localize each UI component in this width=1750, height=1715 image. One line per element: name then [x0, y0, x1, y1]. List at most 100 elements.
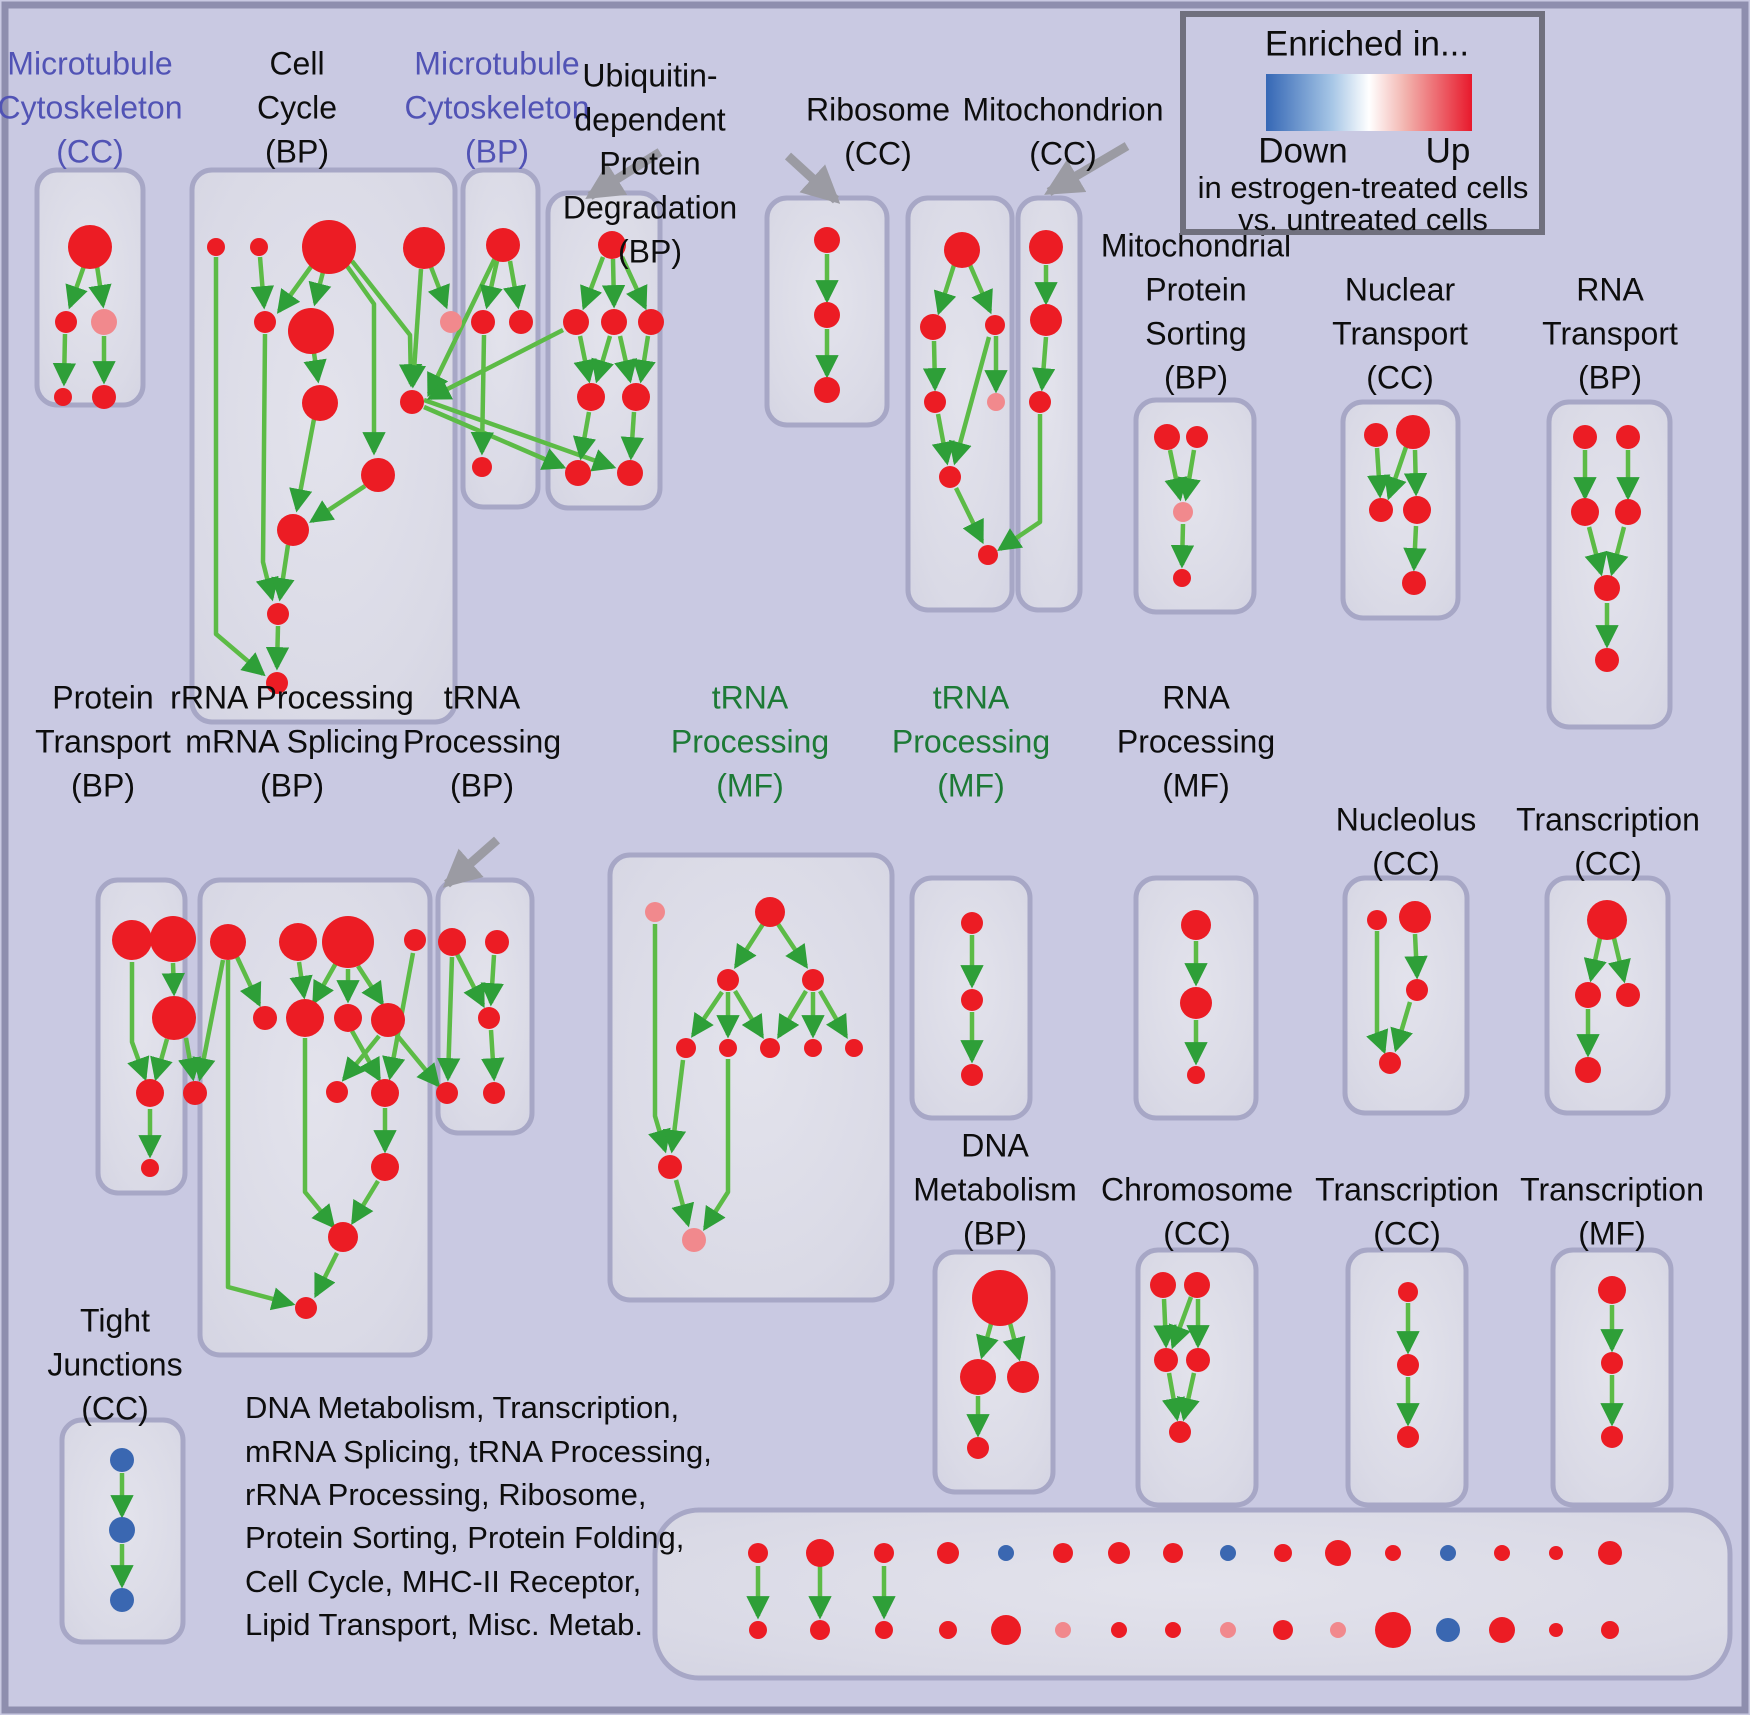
go-term-node — [1494, 1545, 1510, 1561]
go-term-node — [1598, 1276, 1626, 1304]
go-term-node — [814, 227, 840, 253]
rna-processing-mf-label: RNA — [1162, 679, 1230, 715]
go-term-node — [961, 989, 983, 1011]
nuclear-transport-cc-edge-arrow — [1403, 525, 1427, 572]
ubiquitin-degradation-bp-1-label: Ubiquitin- — [582, 57, 717, 93]
go-term-node — [400, 390, 424, 414]
trna-processing-mf-large-edge-arrow — [818, 989, 848, 1040]
cell-cycle-bp-label: Cell — [269, 45, 324, 81]
summary-note-line: DNA Metabolism, Transcription, — [245, 1390, 679, 1425]
go-term-node — [109, 1517, 135, 1543]
microtubule-cytoskeleton-cc-box — [34, 167, 146, 408]
go-term-node — [1007, 1361, 1039, 1393]
go-term-node — [1029, 391, 1051, 413]
protein-transport-bp-label: Transport — [35, 723, 171, 759]
go-term-node — [1165, 1622, 1181, 1638]
trna-processing-mf-large-box — [607, 852, 895, 1303]
mitochondrial-protein-sorting-bp-box — [1133, 397, 1257, 615]
trna-processing-mf-large-label: tRNA — [712, 679, 789, 715]
nucleolus-cc-label: Nucleolus — [1336, 801, 1477, 837]
go-term-node — [810, 1620, 830, 1640]
go-term-node — [1616, 425, 1640, 449]
rna-transport-bp-label: (BP) — [1578, 359, 1642, 395]
cell-cycle-bp-edge-arrow — [250, 256, 275, 310]
legend-up-label: Up — [1426, 131, 1471, 170]
summary-note-line: rRNA Processing, Ribosome, — [245, 1477, 646, 1512]
nuclear-transport-cc-edge-arrow — [1367, 447, 1391, 499]
ubiquitin-degradation-bp-1-label: (BP) — [618, 233, 682, 269]
go-term-node — [1587, 900, 1627, 940]
go-term-node — [985, 315, 1005, 335]
tight-junctions-cc-label: Tight — [80, 1302, 150, 1338]
cell-cycle-bp-edge-arrow — [271, 544, 295, 602]
rna-transport-bp-edge-arrow — [1605, 526, 1629, 577]
go-term-node — [295, 1297, 317, 1319]
transcription-mf-label: (MF) — [1578, 1215, 1646, 1251]
chromosome-cc-edge-arrow — [1161, 1372, 1186, 1422]
go-term-node — [483, 1082, 505, 1104]
go-term-node — [755, 897, 785, 927]
protein-transport-bp-edge-arrow — [150, 1038, 173, 1082]
go-term-node — [1575, 1057, 1601, 1083]
go-term-node — [682, 1228, 706, 1252]
go-term-node — [577, 383, 605, 411]
go-term-node — [1594, 575, 1620, 601]
go-term-node — [91, 309, 117, 335]
trna-processing-mf-large-edge-arrow — [691, 990, 724, 1038]
ubiquitin-to-right-box-icon — [784, 152, 841, 204]
go-term-node — [1029, 230, 1063, 264]
trna-processing-mf-small-label: (MF) — [937, 767, 1005, 803]
go-term-node — [1398, 1282, 1418, 1302]
nuclear-transport-cc-label: Nuclear — [1345, 271, 1456, 307]
go-term-node — [1601, 1352, 1623, 1374]
go-term-node — [1397, 1354, 1419, 1376]
go-term-node — [436, 1082, 458, 1104]
cell-cycle-bp-edge-arrow — [309, 484, 367, 523]
go-term-node — [875, 1621, 893, 1639]
ribosome-cc-label: (CC) — [844, 135, 912, 171]
ubiquitin-degradation-bp-1-edge-arrow — [614, 335, 638, 384]
cell-cycle-bp-edge-arrow — [303, 352, 327, 384]
go-term-node — [1489, 1617, 1515, 1643]
cell-cycle-bp-edge-arrow — [289, 418, 317, 513]
go-term-node — [1402, 571, 1426, 595]
go-term-node — [972, 1270, 1028, 1326]
go-term-node — [1440, 1545, 1456, 1561]
go-term-node — [328, 1222, 358, 1252]
rrna-processing-mrna-splicing-bp-edge-arrow — [312, 961, 338, 1006]
transcription-cc-row2-label: Transcription — [1516, 801, 1700, 837]
protein-transport-bp-edge-arrow — [178, 1037, 202, 1082]
rrna-processing-mrna-splicing-bp-edge-arrow — [351, 1179, 380, 1225]
ubiquitin-to-left-box-icon — [585, 148, 663, 200]
go-term-node — [598, 231, 626, 259]
mitochondrion-cc-edge-arrow — [997, 414, 1043, 551]
ribosome-cc-edge-arrow — [933, 264, 957, 316]
go-term-node — [676, 1038, 696, 1058]
tight-junctions-cc-label: (CC) — [81, 1390, 149, 1426]
go-term-node — [68, 225, 112, 269]
trna-processing-bp-label: (BP) — [450, 767, 514, 803]
go-term-node — [141, 1159, 159, 1177]
rrna-processing-mrna-splicing-bp-edge-arrow — [302, 1038, 336, 1229]
go-term-node — [1385, 1545, 1401, 1561]
legend-subtitle-2: vs. untreated cells — [1238, 202, 1488, 237]
go-term-node — [486, 228, 520, 262]
go-term-node — [403, 227, 445, 269]
transcription-cc-row2-label: (CC) — [1574, 845, 1642, 881]
go-term-node — [55, 311, 77, 333]
go-term-node — [371, 1003, 405, 1037]
go-term-node — [645, 902, 665, 922]
go-term-node — [288, 308, 334, 354]
ubiquitin-degradation-bp-1-edge-arrow — [619, 256, 648, 311]
nuclear-transport-cc-label: (CC) — [1366, 359, 1434, 395]
go-term-node — [719, 1039, 737, 1057]
nuclear-transport-cc-box — [1340, 399, 1461, 621]
go-term-node — [509, 310, 533, 334]
microtubule-cytoskeleton-bp-label: Cytoskeleton — [405, 89, 590, 125]
go-term-node — [279, 923, 317, 961]
go-term-node — [371, 1079, 399, 1107]
go-term-node — [1220, 1622, 1236, 1638]
go-term-node — [404, 929, 426, 951]
microtubule-cytoskeleton-bp-label: (BP) — [465, 133, 529, 169]
